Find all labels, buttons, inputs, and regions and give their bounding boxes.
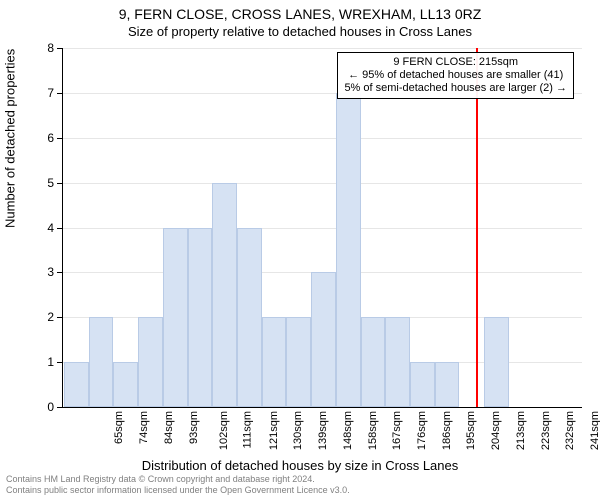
- bar: [385, 317, 410, 407]
- xtick-label: 158sqm: [367, 411, 379, 450]
- xtick-label: 213sqm: [515, 411, 527, 450]
- ytick-mark: [57, 138, 62, 139]
- ytick-mark: [57, 93, 62, 94]
- gridline: [63, 48, 582, 49]
- xtick-label: 223sqm: [540, 411, 552, 450]
- ytick-mark: [57, 317, 62, 318]
- xtick-label: 130sqm: [292, 411, 304, 450]
- chart-title: 9, FERN CLOSE, CROSS LANES, WREXHAM, LL1…: [0, 6, 600, 22]
- xtick-label: 176sqm: [416, 411, 428, 450]
- gridline: [63, 228, 582, 229]
- bar: [138, 317, 163, 407]
- bar: [89, 317, 114, 407]
- bar: [188, 228, 213, 408]
- bar: [262, 317, 287, 407]
- ytick-mark: [57, 407, 62, 408]
- xtick-label: 148sqm: [342, 411, 354, 450]
- ytick-mark: [57, 362, 62, 363]
- xtick-label: 102sqm: [218, 411, 230, 450]
- ytick-label: 3: [0, 265, 54, 279]
- xtick-label: 167sqm: [391, 411, 403, 450]
- attribution: Contains HM Land Registry data © Crown c…: [6, 474, 350, 496]
- bar: [361, 317, 386, 407]
- xtick-label: 204sqm: [490, 411, 502, 450]
- bar: [435, 362, 460, 407]
- ytick-label: 2: [0, 310, 54, 324]
- xtick-label: 195sqm: [465, 411, 477, 450]
- ytick-label: 7: [0, 86, 54, 100]
- annotation-line1: 9 FERN CLOSE: 215sqm: [344, 56, 567, 69]
- ytick-mark: [57, 183, 62, 184]
- ytick-mark: [57, 48, 62, 49]
- xtick-label: 241sqm: [589, 411, 600, 450]
- xtick-label: 186sqm: [441, 411, 453, 450]
- bar: [212, 183, 237, 407]
- bar: [237, 228, 262, 408]
- bar: [410, 362, 435, 407]
- xtick-label: 121sqm: [268, 411, 280, 450]
- gridline: [63, 138, 582, 139]
- bar: [113, 362, 138, 407]
- ytick-mark: [57, 272, 62, 273]
- x-axis-label: Distribution of detached houses by size …: [0, 458, 600, 473]
- xtick-label: 111sqm: [241, 411, 253, 449]
- bar: [311, 272, 336, 407]
- ytick-label: 5: [0, 176, 54, 190]
- chart-container: 9, FERN CLOSE, CROSS LANES, WREXHAM, LL1…: [0, 0, 600, 500]
- bar: [64, 362, 89, 407]
- attribution-line1: Contains HM Land Registry data © Crown c…: [6, 474, 350, 485]
- ytick-mark: [57, 228, 62, 229]
- xtick-label: 84sqm: [163, 411, 175, 444]
- ytick-label: 4: [0, 221, 54, 235]
- bar: [163, 228, 188, 408]
- annotation-line2: ← 95% of detached houses are smaller (41…: [344, 69, 567, 82]
- ytick-label: 6: [0, 131, 54, 145]
- bar: [336, 93, 361, 407]
- annotation-line3: 5% of semi-detached houses are larger (2…: [344, 82, 567, 95]
- annotation-box: 9 FERN CLOSE: 215sqm ← 95% of detached h…: [337, 52, 574, 99]
- bar: [484, 317, 509, 407]
- gridline: [63, 183, 582, 184]
- xtick-label: 93sqm: [188, 411, 200, 444]
- xtick-label: 139sqm: [317, 411, 329, 450]
- ytick-label: 8: [0, 41, 54, 55]
- ytick-label: 0: [0, 400, 54, 414]
- reference-line: [476, 48, 478, 407]
- xtick-label: 74sqm: [138, 411, 150, 444]
- xtick-label: 65sqm: [113, 411, 125, 444]
- chart-subtitle: Size of property relative to detached ho…: [0, 24, 600, 39]
- ytick-label: 1: [0, 355, 54, 369]
- bar: [286, 317, 311, 407]
- xtick-label: 232sqm: [564, 411, 576, 450]
- plot-area: 9 FERN CLOSE: 215sqm ← 95% of detached h…: [62, 48, 582, 408]
- attribution-line2: Contains public sector information licen…: [6, 485, 350, 496]
